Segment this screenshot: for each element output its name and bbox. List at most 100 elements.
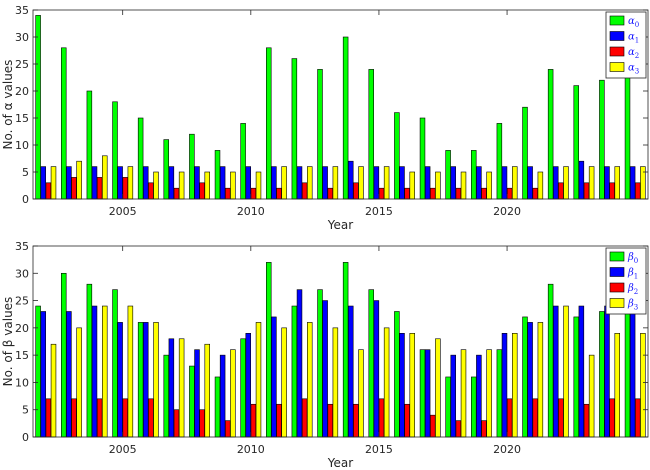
bar-β0-2020 bbox=[496, 349, 503, 438]
bar-β1-2022 bbox=[553, 305, 559, 438]
bar-α1-2006 bbox=[143, 166, 149, 200]
bar-β1-2005 bbox=[117, 322, 123, 438]
bar-β0-2016 bbox=[394, 311, 400, 438]
bar-α2-2017 bbox=[430, 187, 436, 200]
bar-β0-2018 bbox=[445, 376, 451, 438]
bar-β2-2022 bbox=[558, 398, 564, 438]
bar-β1-2024 bbox=[604, 305, 610, 438]
bar-α1-2009 bbox=[219, 166, 226, 200]
bar-α1-2011 bbox=[271, 166, 277, 200]
bar-α0-2016 bbox=[394, 112, 400, 200]
bar-β3-2015 bbox=[383, 327, 390, 438]
bar-α0-2014 bbox=[342, 36, 349, 200]
bar-β3-2022 bbox=[563, 305, 569, 438]
bar-α2-2023 bbox=[583, 182, 590, 200]
plot-frame bbox=[32, 9, 649, 200]
bar-α3-2013 bbox=[332, 166, 339, 200]
legend-swatch-α2 bbox=[609, 46, 625, 57]
bar-α0-2002 bbox=[35, 15, 41, 200]
bar-β0-2019 bbox=[471, 376, 477, 438]
bar-α0-2018 bbox=[445, 150, 451, 200]
x-tick-label: 2005 bbox=[109, 443, 137, 456]
bar-α0-2023 bbox=[573, 85, 579, 200]
bar-α1-2010 bbox=[245, 166, 251, 200]
x-tick-label: 2020 bbox=[493, 443, 521, 456]
bar-β3-2013 bbox=[332, 327, 339, 438]
bar-α3-2006 bbox=[153, 171, 159, 200]
bar-α3-2002 bbox=[50, 166, 57, 200]
bar-α0-2022 bbox=[547, 69, 554, 200]
bar-β3-2024 bbox=[614, 333, 620, 438]
legend-swatch-β0 bbox=[609, 251, 625, 262]
bar-α2-2019 bbox=[481, 187, 487, 200]
bar-α0-2017 bbox=[419, 117, 426, 200]
bar-β2-2017 bbox=[430, 414, 436, 438]
x-tick-label: 2005 bbox=[109, 205, 137, 218]
bar-α3-2005 bbox=[127, 166, 134, 200]
bar-α3-2019 bbox=[486, 171, 492, 200]
y-tick-label: 0 bbox=[22, 193, 29, 206]
bar-β0-2015 bbox=[368, 289, 374, 438]
bar-α0-2025 bbox=[624, 63, 631, 200]
bar-α1-2007 bbox=[168, 166, 175, 200]
bar-α0-2005 bbox=[112, 101, 118, 200]
bar-β1-2007 bbox=[168, 338, 175, 438]
bar-β1-2012 bbox=[296, 289, 303, 438]
bar-α3-2003 bbox=[76, 160, 82, 200]
bar-β2-2009 bbox=[225, 420, 231, 438]
bar-β0-2024 bbox=[599, 311, 605, 438]
bar-α0-2019 bbox=[471, 150, 477, 200]
bar-α1-2016 bbox=[399, 166, 405, 200]
bar-β1-2010 bbox=[245, 333, 251, 438]
bar-α1-2017 bbox=[424, 166, 431, 200]
bar-β2-2004 bbox=[96, 398, 103, 438]
bar-β2-2010 bbox=[250, 403, 257, 438]
y-tick-label: 5 bbox=[22, 404, 29, 417]
bar-α2-2013 bbox=[327, 187, 333, 200]
bar-α0-2021 bbox=[522, 106, 528, 200]
bar-β2-2021 bbox=[532, 398, 538, 438]
bar-β0-2023 bbox=[573, 316, 579, 438]
bar-α2-2021 bbox=[532, 187, 538, 200]
bar-β2-2018 bbox=[455, 420, 462, 438]
bar-α3-2023 bbox=[588, 166, 595, 200]
bar-β2-2011 bbox=[276, 403, 282, 438]
y-tick-label: 35 bbox=[15, 240, 29, 253]
bar-β3-2016 bbox=[409, 333, 415, 438]
bar-β3-2004 bbox=[102, 305, 108, 438]
bar-β3-2018 bbox=[460, 349, 467, 438]
bar-β0-2025 bbox=[624, 311, 631, 438]
bar-β1-2006 bbox=[143, 322, 149, 438]
legend-label-β2: β2 bbox=[627, 283, 638, 296]
bar-β1-2009 bbox=[219, 354, 226, 438]
bar-β2-2019 bbox=[481, 420, 487, 438]
bar-α1-2002 bbox=[40, 166, 46, 200]
y-tick-label: 30 bbox=[15, 31, 29, 44]
bar-α2-2018 bbox=[455, 187, 462, 200]
bar-α3-2008 bbox=[204, 171, 210, 200]
chart-panel-2: 0 5 10 15 20 25 30 35 2005 2010 2015 2020 Year No. of… bbox=[1, 240, 649, 470]
bar-α3-2004 bbox=[102, 155, 108, 200]
y-axis-label: No. of α values bbox=[1, 60, 15, 150]
bar-β1-2003 bbox=[66, 311, 72, 438]
bar-α2-2004 bbox=[96, 177, 103, 200]
bar-β3-2017 bbox=[435, 338, 441, 438]
bar-β3-2012 bbox=[307, 322, 313, 438]
bar-α2-2006 bbox=[148, 182, 154, 200]
bar-β1-2021 bbox=[527, 322, 533, 438]
bar-α2-2002 bbox=[45, 182, 52, 200]
bar-β3-2003 bbox=[76, 327, 82, 438]
bar-β0-2003 bbox=[61, 272, 67, 438]
bar-β1-2011 bbox=[271, 316, 277, 438]
x-tick-label: 2020 bbox=[493, 205, 521, 218]
bar-β1-2017 bbox=[424, 349, 431, 438]
bar-β1-2025 bbox=[629, 305, 636, 438]
legend: α0 α1 α2 α3 bbox=[605, 11, 647, 79]
bar-α1-2008 bbox=[194, 166, 200, 200]
bar-β1-2020 bbox=[501, 333, 508, 438]
bar-β0-2012 bbox=[291, 305, 298, 438]
bar-β1-2008 bbox=[194, 349, 200, 438]
bar-β3-2007 bbox=[178, 338, 185, 438]
bar-α1-2023 bbox=[578, 160, 585, 200]
